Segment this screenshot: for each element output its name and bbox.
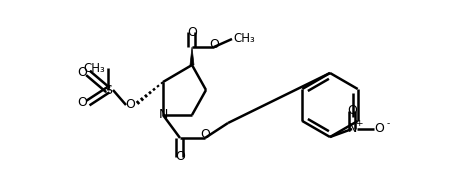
Text: O: O xyxy=(77,66,87,79)
Text: O: O xyxy=(346,104,356,117)
Text: N: N xyxy=(158,109,167,122)
Text: CH₃: CH₃ xyxy=(233,33,254,46)
Text: O: O xyxy=(208,38,218,51)
Text: O: O xyxy=(373,122,383,135)
Text: O: O xyxy=(77,96,87,109)
Polygon shape xyxy=(190,47,193,65)
Text: O: O xyxy=(175,150,185,163)
Text: O: O xyxy=(187,25,197,38)
Text: N: N xyxy=(347,122,356,135)
Text: O: O xyxy=(200,128,209,141)
Text: O: O xyxy=(125,98,135,111)
Text: S: S xyxy=(104,83,112,96)
Text: CH₃: CH₃ xyxy=(83,61,105,74)
Text: -: - xyxy=(385,119,389,128)
Text: +: + xyxy=(354,119,362,128)
